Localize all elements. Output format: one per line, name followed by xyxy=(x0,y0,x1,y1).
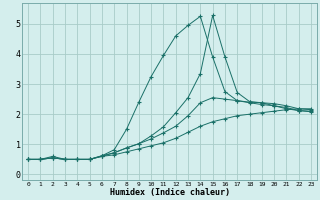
X-axis label: Humidex (Indice chaleur): Humidex (Indice chaleur) xyxy=(109,188,229,197)
